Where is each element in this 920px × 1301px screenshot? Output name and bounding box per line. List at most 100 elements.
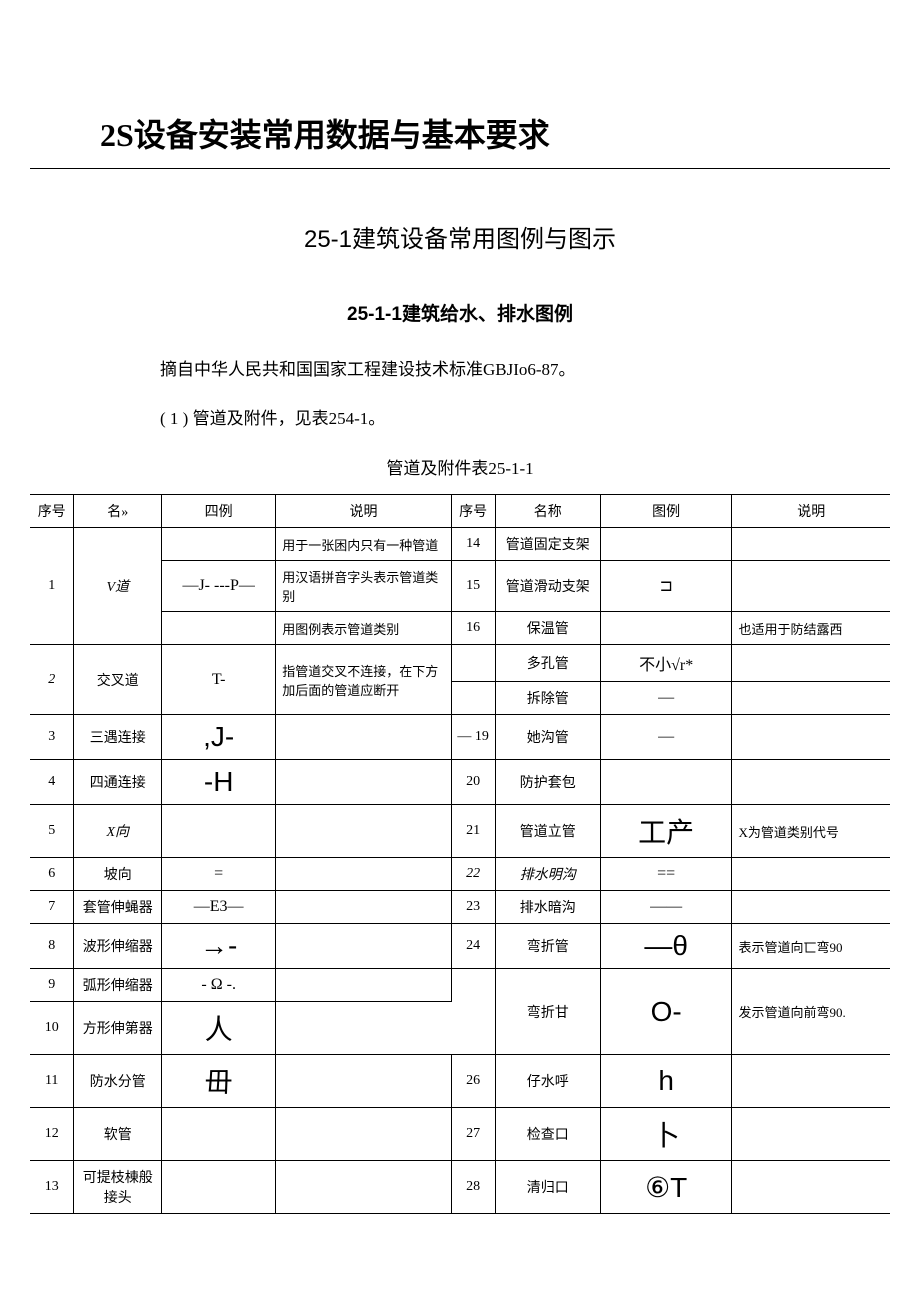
table-cell: ⊐	[600, 561, 732, 612]
table-cell	[276, 924, 452, 969]
table-cell	[732, 715, 890, 760]
table-cell: 防水分管	[74, 1055, 162, 1108]
table-cell: 排水暗沟	[495, 891, 600, 924]
table-cell: 检查口	[495, 1108, 600, 1161]
table-cell: 15	[451, 561, 495, 612]
table-cell	[162, 1161, 276, 1214]
table-cell	[732, 645, 890, 682]
table-cell	[276, 760, 452, 805]
table-row: 9弧形伸缩器- Ω -.弯折甘O-发示管道向前弯90.	[30, 969, 890, 1002]
table-row: 8波形伸缩器→-24弯折管—θ表示管道向匸弯90	[30, 924, 890, 969]
table-cell: 22	[451, 858, 495, 891]
table-cell: 不小√r*	[600, 645, 732, 682]
table-cell: 13	[30, 1161, 74, 1214]
table-row: 2交叉道T-指管道交叉不连接，在下方加后面的管道应断开多孔管不小√r*	[30, 645, 890, 682]
header-symbol2: 图例	[600, 495, 732, 528]
table-cell: 工产	[600, 805, 732, 858]
table-cell: 毌	[162, 1055, 276, 1108]
table-cell: 弧形伸缩器	[74, 969, 162, 1002]
table-cell	[732, 682, 890, 715]
table-cell	[276, 715, 452, 760]
table-cell: =	[162, 858, 276, 891]
table-cell: 人	[162, 1002, 276, 1055]
table-header-row: 序号 名» 四例 说明 序号 名称 图例 说明	[30, 495, 890, 528]
table-row: 5X向21管道立管工产X为管道类别代号	[30, 805, 890, 858]
table-cell	[451, 682, 495, 715]
table-cell: 防护套包	[495, 760, 600, 805]
table-cell: 方形伸第器	[74, 1002, 162, 1055]
table-cell: 管道固定支架	[495, 528, 600, 561]
table-cell: V道	[74, 528, 162, 645]
table-cell	[732, 891, 890, 924]
table-cell	[600, 612, 732, 645]
table-cell: 表示管道向匸弯90	[732, 924, 890, 969]
table-cell: 管道滑动支架	[495, 561, 600, 612]
table-cell: - Ω -.	[162, 969, 276, 1002]
table-cell	[600, 760, 732, 805]
table-cell	[451, 969, 495, 1055]
table-cell: T-	[162, 645, 276, 715]
table-cell: 9	[30, 969, 74, 1002]
table-cell	[451, 645, 495, 682]
table-cell: —	[600, 682, 732, 715]
table-cell: —	[600, 715, 732, 760]
table-cell	[276, 969, 452, 1002]
table-cell: — 19	[451, 715, 495, 760]
table-cell: 8	[30, 924, 74, 969]
table-cell	[732, 1108, 890, 1161]
table-cell: 21	[451, 805, 495, 858]
table-cell	[276, 1055, 452, 1108]
table-row: 7套管伸蝇器—E3—23排水暗沟——	[30, 891, 890, 924]
table-cell: 3	[30, 715, 74, 760]
table-cell: 24	[451, 924, 495, 969]
table-cell: 四通连接	[74, 760, 162, 805]
table-cell: ,J-	[162, 715, 276, 760]
table-cell	[732, 561, 890, 612]
table-cell	[276, 1108, 452, 1161]
pipe-fittings-table: 序号 名» 四例 说明 序号 名称 图例 说明 1V道用于一张困内只有一种管道1…	[30, 494, 890, 1214]
header-symbol: 四例	[162, 495, 276, 528]
table-cell: 用汉语拼音字头表示管道类别	[276, 561, 452, 612]
table-cell	[276, 858, 452, 891]
table-cell: 管道立管	[495, 805, 600, 858]
table-cell	[162, 805, 276, 858]
table-cell: 用于一张困内只有一种管道	[276, 528, 452, 561]
table-cell: O-	[600, 969, 732, 1055]
table-cell	[162, 612, 276, 645]
table-cell: →-	[162, 924, 276, 969]
table-cell: 2	[30, 645, 74, 715]
table-cell: 12	[30, 1108, 74, 1161]
table-cell: 卜	[600, 1108, 732, 1161]
table-cell: 波形伸缩器	[74, 924, 162, 969]
table-cell: 也适用于防结露西	[732, 612, 890, 645]
header-desc2: 说明	[732, 495, 890, 528]
main-title: 2S设备安装常用数据与基本要求	[30, 110, 890, 169]
header-desc: 说明	[276, 495, 452, 528]
table-row: 3三遇连接,J-— 19她沟管—	[30, 715, 890, 760]
table-cell: 28	[451, 1161, 495, 1214]
table-cell: 发示管道向前弯90.	[732, 969, 890, 1055]
table-cell: 弯折甘	[495, 969, 600, 1055]
table-cell: 11	[30, 1055, 74, 1108]
table-cell: 可提枝棟般接头	[74, 1161, 162, 1214]
table-cell: —θ	[600, 924, 732, 969]
table-cell: 5	[30, 805, 74, 858]
paragraph-source: 摘自中华人民共和国国家工程建设技术标准GBJIo6-87。	[30, 356, 890, 383]
table-cell	[276, 891, 452, 924]
table-cell	[276, 1002, 452, 1055]
table-cell: 坡向	[74, 858, 162, 891]
table-cell: —E3—	[162, 891, 276, 924]
table-cell	[276, 805, 452, 858]
header-name2: 名称	[495, 495, 600, 528]
table-cell: 1	[30, 528, 74, 645]
table-cell	[732, 1055, 890, 1108]
table-cell: 26	[451, 1055, 495, 1108]
table-cell: 4	[30, 760, 74, 805]
table-cell: 指管道交叉不连接，在下方加后面的管道应断开	[276, 645, 452, 715]
paragraph-item: ( 1 ) 管道及附件，见表254-1。	[30, 405, 890, 432]
subsection-title: 25-1-1建筑给水、排水图例	[30, 299, 890, 326]
header-seq2: 序号	[451, 495, 495, 528]
table-cell: 拆除管	[495, 682, 600, 715]
table-row: 11防水分管毌26仔水呼h	[30, 1055, 890, 1108]
table-cell: 20	[451, 760, 495, 805]
